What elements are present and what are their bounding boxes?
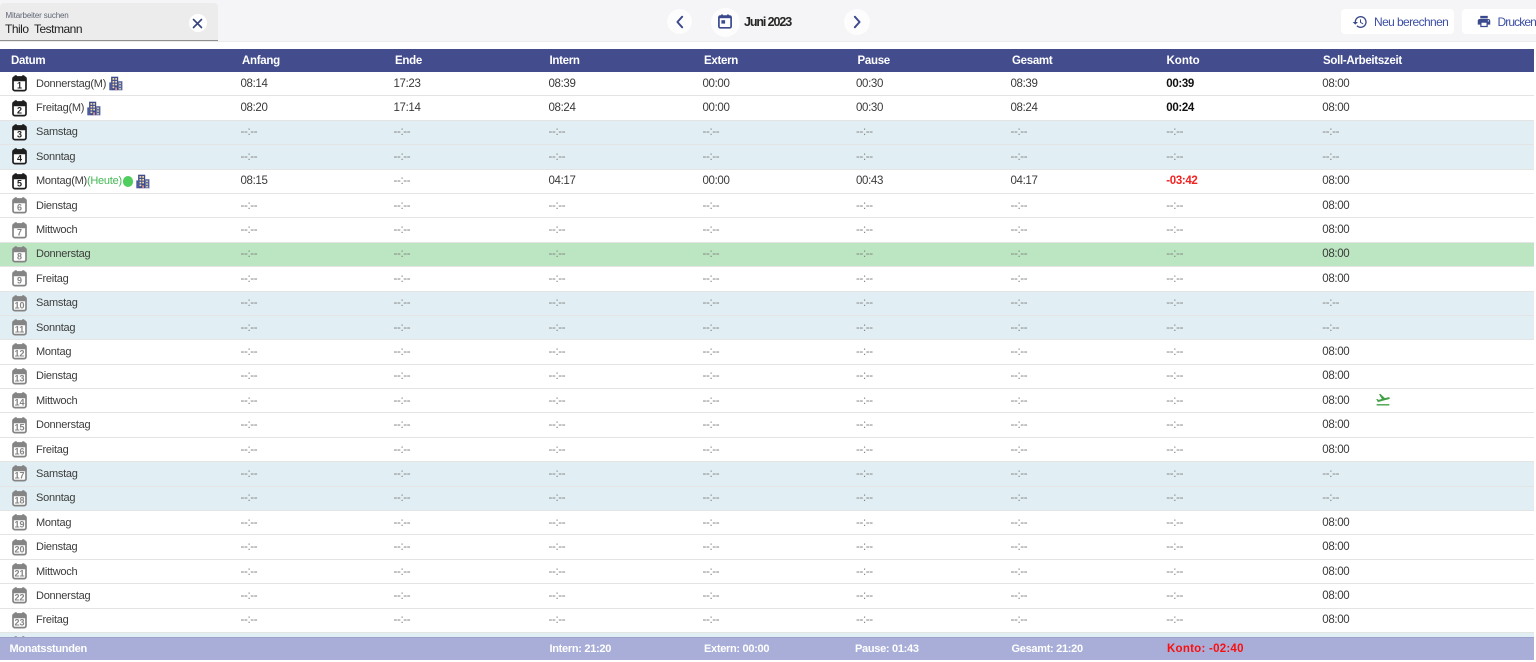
svg-text:3: 3	[17, 130, 22, 140]
svg-text:14: 14	[14, 398, 24, 408]
svg-text:17: 17	[14, 471, 24, 481]
svg-text:13: 13	[14, 373, 24, 383]
svg-text:11: 11	[15, 325, 25, 335]
svg-text:16: 16	[14, 447, 24, 457]
svg-text:10: 10	[14, 300, 24, 310]
svg-text:18: 18	[14, 495, 24, 505]
svg-text:12: 12	[14, 349, 24, 359]
svg-text:5: 5	[17, 178, 22, 188]
svg-text:21: 21	[14, 569, 24, 579]
svg-text:20: 20	[14, 544, 24, 554]
svg-text:23: 23	[14, 617, 24, 627]
svg-text:6: 6	[17, 203, 22, 213]
svg-text:9: 9	[17, 276, 22, 286]
svg-text:4: 4	[17, 154, 22, 164]
svg-text:1: 1	[17, 81, 22, 91]
svg-text:2: 2	[17, 105, 22, 115]
svg-text:15: 15	[14, 422, 24, 432]
svg-text:7: 7	[17, 227, 22, 237]
svg-text:19: 19	[14, 520, 24, 530]
svg-text:8: 8	[17, 252, 22, 262]
svg-text:22: 22	[14, 593, 24, 603]
